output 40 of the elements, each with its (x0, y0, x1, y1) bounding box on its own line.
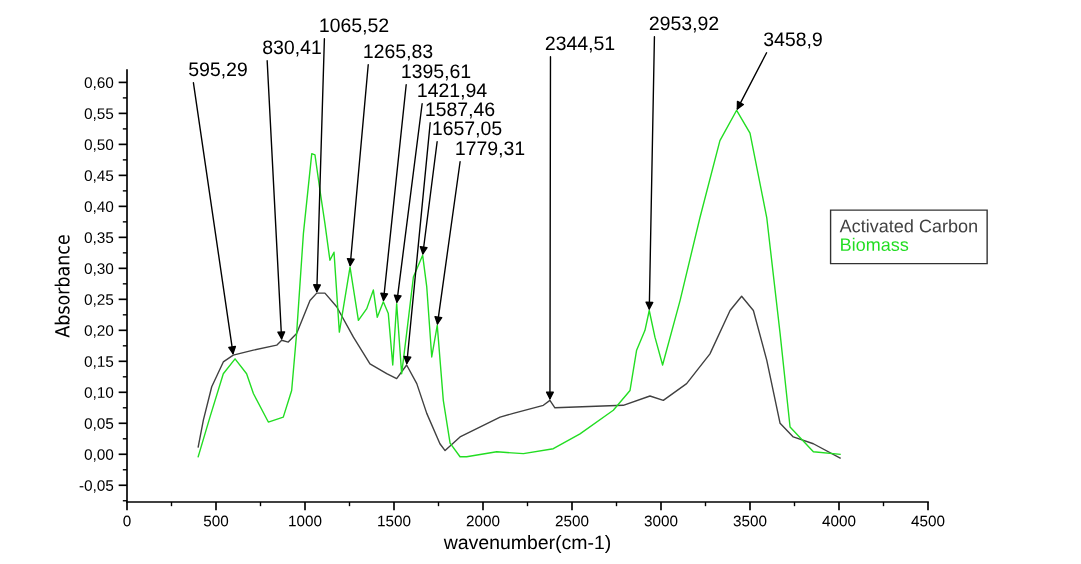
y-tick-label: 0,40 (84, 201, 114, 214)
annotation: 3458,9 (764, 32, 822, 49)
y-tick-label: 0,35 (84, 232, 114, 245)
y-tick-label: 0,55 (84, 108, 114, 121)
x-axis-title: wavenumber(cm-1) (443, 534, 611, 554)
annotation: 1395,61 (402, 64, 471, 81)
y-tick-label: 0,20 (84, 325, 114, 338)
x-tick-label: 500 (203, 515, 229, 527)
annotation: 2344,51 (545, 36, 615, 53)
y-tick-label: 0,05 (84, 418, 114, 431)
x-tick-label: 1500 (378, 515, 411, 527)
annotation: 1421,94 (418, 83, 487, 100)
y-tick-label: 0,10 (84, 387, 114, 400)
annotation: 830,41 (263, 40, 321, 57)
y-tick-label: 0,15 (84, 356, 114, 369)
x-tick-label: 1000 (289, 515, 322, 527)
x-tick-label: 3500 (733, 515, 767, 527)
x-tick-label: 2500 (555, 515, 589, 527)
x-tick-label: 3000 (644, 515, 678, 527)
y-tick-label: -0,05 (79, 480, 114, 493)
x-tick-label: 4000 (822, 515, 856, 527)
text: Activated Carbon (839, 219, 977, 233)
y-tick-label: 0,50 (84, 139, 114, 152)
y-tick-label: 0,60 (84, 77, 114, 90)
annotation: 1779,31 (456, 141, 525, 158)
x-tick-label: 4500 (911, 515, 945, 527)
y-tick-label: 0,45 (84, 170, 114, 183)
y-tick-label: 0,25 (84, 294, 114, 307)
text: Biomass (841, 237, 909, 252)
y-axis-title: Absorbance (54, 235, 70, 338)
annotation: 595,29 (189, 62, 247, 79)
annotation: 2953,92 (649, 16, 719, 33)
annotation: 1065,52 (320, 18, 389, 35)
y-tick-label: 0,30 (84, 263, 114, 276)
annotation: 1657,05 (433, 121, 502, 138)
y-tick-label: 0,00 (84, 449, 114, 462)
annotation: 1587,46 (426, 102, 495, 119)
annotation: 1265,83 (364, 44, 433, 61)
x-tick-label: 0 (123, 515, 131, 527)
x-tick-label: 2000 (466, 515, 500, 527)
